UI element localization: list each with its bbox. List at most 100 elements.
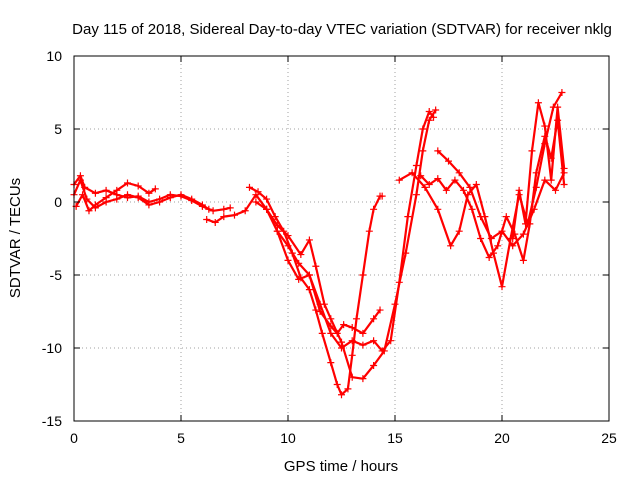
data-point [134,182,142,190]
data-point [102,186,110,194]
data-point [359,271,367,279]
data-point [312,262,320,270]
data-point [241,207,249,215]
data-point [547,176,555,184]
data-point [502,213,510,221]
data-point [79,191,87,199]
data-point [498,227,506,235]
data-point [359,341,367,349]
data-point [472,180,480,188]
data-point [419,125,427,133]
data-point [188,195,196,203]
data-point [417,172,425,180]
y-tick-label: 10 [46,48,62,64]
data-point [395,176,403,184]
data-point [378,192,386,200]
data-point [124,191,131,199]
data-point [528,147,536,155]
data-point [263,205,271,213]
data-point [530,205,538,213]
data-point [348,337,356,345]
data-point [273,227,281,235]
data-point [541,122,549,130]
series-trace [74,181,157,212]
chart-title: Day 115 of 2018, Sidereal Day-to-day VTE… [72,21,612,38]
data-point [494,242,502,250]
data-point [509,235,517,242]
series-trace [398,91,564,288]
data-point [519,230,527,238]
data-point [124,179,131,187]
data-point [477,213,485,221]
data-point [498,283,506,291]
series-track-11 [509,99,568,242]
x-tick-label: 5 [177,430,185,446]
x-tick-label: 0 [70,430,78,446]
series-trace [265,108,437,380]
data-point [534,99,542,107]
data-point [402,249,410,257]
data-point [318,329,326,337]
data-point [220,213,228,221]
data-point [166,194,174,202]
data-point [252,198,260,206]
series-track-10 [434,147,568,250]
data-point [485,253,493,261]
data-point [560,180,568,188]
data-point [198,201,206,209]
data-point [338,391,345,399]
data-point [487,235,495,242]
data-point [468,205,476,213]
y-tick-label: -10 [42,340,62,356]
data-point [455,227,463,235]
data-point [554,103,562,111]
data-point [432,106,440,114]
data-point [91,189,99,197]
data-point [359,329,367,337]
data-point [348,373,356,381]
data-point [425,180,433,188]
data-point [376,306,384,314]
data-point [451,176,459,184]
data-point [477,235,485,242]
data-point [532,169,540,177]
data-point [391,300,399,308]
data-point [288,249,296,257]
data-point [305,271,313,279]
data-point [327,359,335,367]
data-point [205,205,213,213]
data-point [434,205,442,213]
x-axis-label: GPS time / hours [284,458,398,475]
data-point [231,211,238,219]
data-point [522,220,530,228]
data-point [541,176,549,184]
data-point [327,329,335,337]
data-point [421,183,429,191]
data-point [263,195,271,203]
data-point [434,175,442,183]
data-point [370,337,378,345]
data-point [113,195,121,203]
data-point [295,275,303,283]
series-track-9 [417,116,568,264]
data-point [560,164,568,172]
data-point [305,236,313,244]
data-point [348,351,356,359]
data-point [380,347,388,355]
data-point [245,183,253,191]
series-track-3 [72,179,159,215]
series-track-7 [263,106,440,383]
data-point [459,186,467,194]
data-point [419,147,427,155]
data-point [102,194,110,202]
data-point [271,213,279,221]
data-point [226,204,234,212]
data-point [552,186,559,194]
series-trace [254,110,435,352]
data-point [509,242,517,250]
data-point [305,286,313,294]
data-point [156,198,164,206]
data-point [425,107,433,115]
data-point [327,315,335,323]
